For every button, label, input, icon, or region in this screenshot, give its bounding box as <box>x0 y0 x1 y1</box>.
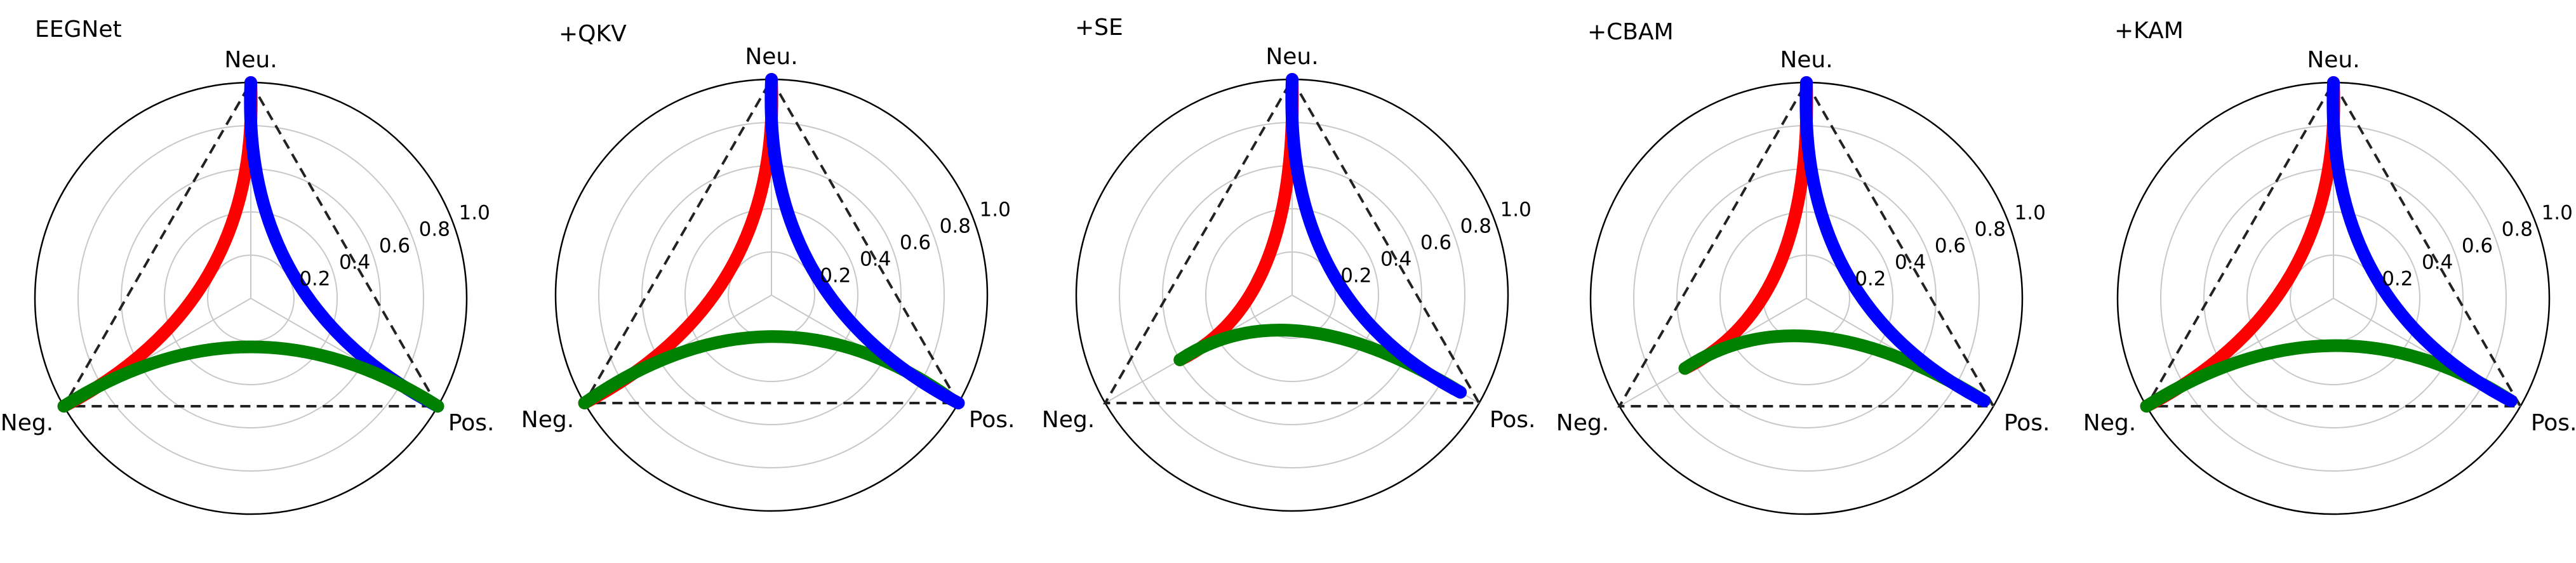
axis-label: Pos. <box>1490 407 1536 433</box>
radial-tick-label: 0.4 <box>1380 248 1411 270</box>
series-curve <box>1678 76 1813 375</box>
axis-label: Pos. <box>969 407 1015 433</box>
axis-label: Neg. <box>1 410 53 436</box>
series-curve <box>1285 73 1467 399</box>
axis-label: Neu. <box>745 44 797 70</box>
radial-tick-label: 0.2 <box>2382 267 2413 290</box>
radial-tick-label: 0.2 <box>299 267 330 290</box>
axis-label: Neg. <box>521 407 574 433</box>
reference-triangle <box>582 76 961 404</box>
series-curve <box>1173 73 1299 366</box>
axis-label: Neu. <box>1780 47 1832 73</box>
radial-tick-label: 0.8 <box>1460 215 1492 237</box>
axis-label: Pos. <box>2531 410 2576 436</box>
radar-panel-2: 0.2 0.4 0.6 0.8 1.0 Neu. Pos. Neg. +QKV <box>521 21 1015 512</box>
axis-label: Neu. <box>2307 47 2359 73</box>
series-curve <box>57 340 444 413</box>
radar-panel-4: 0.2 0.4 0.6 0.8 1.0 Neu. Pos. Neg. +CBAM <box>1556 19 2050 515</box>
radial-tick-label: 0.2 <box>820 264 851 287</box>
reference-triangle <box>2144 80 2523 407</box>
axis-label: Pos. <box>448 410 495 436</box>
reference-triangle <box>62 79 440 407</box>
panel-title: +SE <box>1075 15 1123 41</box>
axis-label: Pos. <box>2004 410 2050 436</box>
radial-tick-label: 0.8 <box>940 215 971 237</box>
series-curve <box>764 73 965 409</box>
radial-tick-label: 0.6 <box>900 231 931 254</box>
radial-tick-label: 0.6 <box>379 234 410 257</box>
radial-tick-label: 0.8 <box>419 218 450 241</box>
panel-title: +CBAM <box>1587 19 1674 45</box>
axis-label: Neg. <box>1042 407 1095 433</box>
radial-tick-label: 0.4 <box>860 248 891 270</box>
series-curve <box>2326 76 2518 407</box>
radial-tick-label: 1.0 <box>459 201 490 224</box>
axis-label: Neu. <box>224 47 277 73</box>
radial-tick-label: 0.8 <box>1975 218 2006 241</box>
reference-triangle <box>1103 77 1481 404</box>
panel-title: +QKV <box>559 21 627 47</box>
radar-panel-1: 0.2 0.4 0.6 0.8 1.0 Neu. Pos. Neg. EEGNet <box>1 17 495 515</box>
radial-tick-label: 0.8 <box>2502 218 2533 241</box>
reference-triangle <box>1617 80 1996 407</box>
radial-tick-label: 0.2 <box>1340 264 1371 287</box>
panel-title: EEGNet <box>35 17 122 43</box>
radial-tick-label: 0.4 <box>2422 251 2453 274</box>
radial-tick-label: 0.2 <box>1855 267 1886 290</box>
radial-tick-label: 0.6 <box>1420 231 1452 254</box>
radial-tick-label: 1.0 <box>1500 198 1532 221</box>
radar-panel-3: 0.2 0.4 0.6 0.8 1.0 Neu. Pos. Neg. +SE <box>1042 15 1536 512</box>
axis-label: Neu. <box>1265 44 1318 70</box>
axis-label: Neg. <box>2083 410 2136 436</box>
radial-tick-label: 1.0 <box>980 198 1011 221</box>
panel-title: +KAM <box>2114 18 2184 44</box>
radar-panel-5: 0.2 0.4 0.6 0.8 1.0 Neu. Pos. Neg. +KAM <box>2083 18 2576 515</box>
radial-tick-label: 1.0 <box>2015 201 2046 224</box>
series-curve <box>2140 339 2518 413</box>
radial-tick-label: 0.4 <box>339 251 370 274</box>
axis-label: Neg. <box>1556 410 1609 436</box>
radial-tick-label: 0.4 <box>1895 251 1926 274</box>
radial-tick-label: 1.0 <box>2542 201 2573 224</box>
radial-tick-label: 0.6 <box>1935 234 1966 257</box>
series-curve <box>1799 76 1991 407</box>
radial-tick-label: 0.6 <box>2462 234 2493 257</box>
